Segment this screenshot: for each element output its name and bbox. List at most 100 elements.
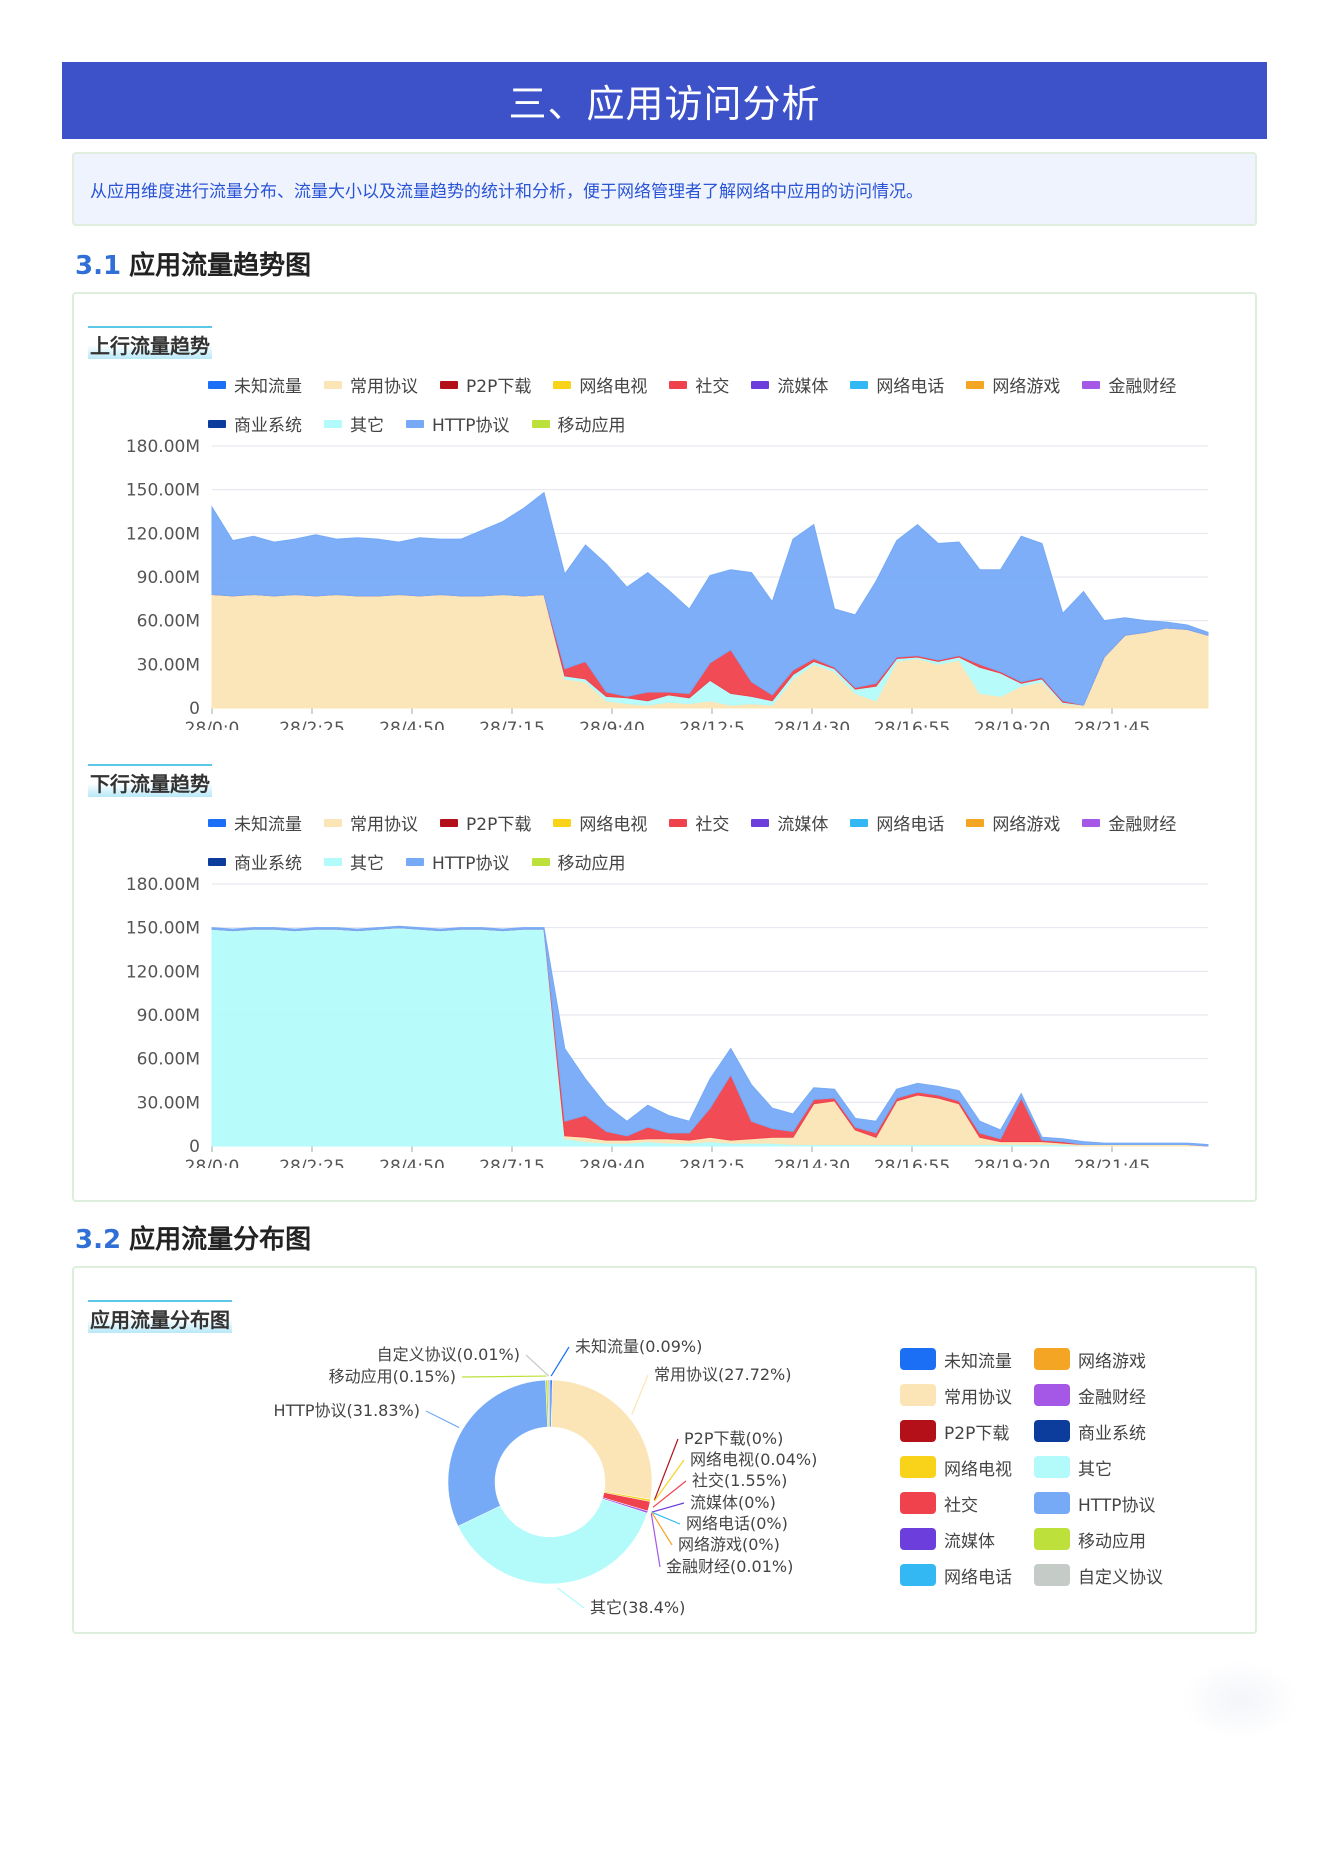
upstream-chart: 180.00M 150.00M 120.00M 90.00M 60.00M 30.00M 0… (126, 437, 1209, 730)
upstream-legend-item[interactable]: 金融财经 (1082, 372, 1176, 397)
legend-swatch (669, 818, 688, 827)
upstream-legend-item[interactable]: 其它 (324, 411, 384, 436)
legend-label: 商业系统 (234, 416, 302, 436)
downstream-legend-item[interactable]: 移动应用 (531, 849, 626, 874)
upstream-legend-item[interactable]: 移动应用 (531, 411, 626, 436)
legend-swatch (850, 818, 869, 827)
pie-legend-item[interactable]: 常用协议 (900, 1383, 1034, 1408)
intro-box: 从应用维度进行流量分布、流量大小以及流量趋势的统计和分析，便于网络管理者了解网络… (72, 152, 1257, 226)
downstream-legend-item[interactable]: 网络电话 (850, 810, 944, 835)
x-tick-label: 28/0:0 (185, 719, 240, 730)
legend-swatch (1034, 1384, 1070, 1406)
downstream-legend-item[interactable]: 常用协议 (324, 810, 418, 835)
legend-swatch (966, 380, 985, 389)
legend-swatch (900, 1564, 936, 1586)
y-tick-label: 30.00M (137, 1093, 200, 1113)
pie-legend-item[interactable]: P2P下载 (900, 1419, 1034, 1444)
legend-swatch (669, 380, 688, 389)
upstream-legend-item[interactable]: 未知流量 (208, 372, 302, 397)
pie-slice-httpe58d8fe8aeae[interactable] (447, 1379, 548, 1527)
pie-leader-line (653, 1438, 679, 1501)
pie-legend-item[interactable]: 移动应用 (1034, 1527, 1164, 1552)
legend-label: 常用协议 (350, 815, 418, 835)
upstream-legend-item[interactable]: 流媒体 (751, 372, 828, 397)
downstream-legend-item[interactable]: HTTP协议 (406, 849, 510, 874)
section-label: 应用流量分布图 (129, 1225, 312, 1255)
downstream-legend-item[interactable]: 流媒体 (751, 810, 828, 835)
legend-label: 流媒体 (944, 1531, 995, 1552)
legend-label: 金融财经 (1108, 815, 1177, 835)
x-tick-label: 28/14:30 (774, 719, 850, 730)
pie-legend-item[interactable]: 社交 (900, 1491, 1034, 1516)
upstream-legend-item[interactable]: 社交 (669, 372, 729, 397)
pie-legend-item[interactable]: HTTP协议 (1034, 1491, 1164, 1516)
legend-swatch (900, 1492, 936, 1514)
x-tick-label: 28/14:30 (774, 1157, 850, 1168)
pie-legend-item[interactable]: 金融财经 (1034, 1383, 1164, 1408)
downstream-legend-item[interactable]: 网络游戏 (966, 810, 1060, 835)
pie-slice-label: 移动应用(0.15%) (329, 1367, 456, 1386)
upstream-legend-item[interactable]: P2P下载 (440, 372, 531, 397)
pie-legend-item[interactable]: 商业系统 (1034, 1419, 1164, 1444)
upstream-legend-item[interactable]: 商业系统 (208, 411, 302, 436)
legend-label: 移动应用 (557, 416, 626, 436)
legend-swatch (324, 818, 342, 827)
x-tick-label: 28/16:55 (874, 1157, 950, 1168)
upstream-series-httpe58d8fe8aeae[interactable] (211, 491, 1209, 706)
pie-leader-line (652, 1480, 687, 1508)
pie-slice-e585b6e5ae83[interactable] (457, 1498, 648, 1585)
y-tick-label: 60.00M (137, 612, 200, 632)
y-tick-label: 0 (189, 699, 200, 719)
pie-legend-item[interactable]: 网络电视 (900, 1455, 1034, 1480)
upstream-legend-item[interactable]: 网络电视 (553, 372, 647, 397)
legend-swatch (324, 380, 342, 389)
y-tick-label: 90.00M (137, 1006, 200, 1026)
pie-slice-e5b8b8e794a8e58d8fe8aeae[interactable] (550, 1379, 653, 1500)
legend-label: 网络电视 (579, 377, 648, 397)
y-tick-label: 150.00M (126, 481, 200, 501)
section-number: 3.2 (75, 1225, 122, 1255)
downstream-legend-item[interactable]: 其它 (324, 849, 384, 874)
legend-swatch (1034, 1528, 1070, 1550)
x-tick-label: 28/4:50 (379, 719, 445, 730)
pie-slice-label: 社交(1.55%) (692, 1471, 787, 1490)
pie-leader-line (631, 1374, 649, 1415)
legend-swatch (440, 818, 458, 827)
downstream-legend-item[interactable]: 网络电视 (553, 810, 647, 835)
intro-text: 从应用维度进行流量分布、流量大小以及流量趋势的统计和分析，便于网络管理者了解网络… (90, 181, 923, 202)
legend-label: 社交 (695, 377, 730, 397)
pie-legend-item[interactable]: 流媒体 (900, 1527, 1034, 1552)
upstream-legend-item[interactable]: 常用协议 (324, 372, 418, 397)
upstream-legend-item[interactable]: HTTP协议 (406, 411, 510, 436)
pie-legend-item[interactable]: 未知流量 (900, 1347, 1034, 1372)
downstream-legend-item[interactable]: P2P下载 (440, 810, 531, 835)
legend-swatch (208, 818, 226, 827)
pie-legend-item[interactable]: 其它 (1034, 1455, 1164, 1480)
pie-slice-e887aae5ae9ae4b989e58d8fe8aeae[interactable] (547, 1379, 551, 1428)
legend-label: 常用协议 (944, 1387, 1012, 1408)
pie-leader-line (556, 1587, 585, 1609)
x-tick-label: 28/16:55 (874, 719, 950, 730)
downstream-series-httpe58d8fe8aeae[interactable] (211, 925, 1209, 1147)
pie-legend-item[interactable]: 网络电话 (900, 1563, 1034, 1588)
upstream-legend-item[interactable]: 网络电话 (850, 372, 944, 397)
upstream-chart-title: 上行流量趋势 (88, 326, 212, 359)
pie-legend-item[interactable]: 网络游戏 (1034, 1347, 1164, 1372)
pie-legend-item[interactable]: 自定义协议 (1034, 1563, 1164, 1588)
y-tick-label: 90.00M (137, 568, 200, 588)
y-tick-label: 180.00M (126, 437, 200, 457)
x-tick-label: 28/7:15 (479, 719, 545, 730)
downstream-legend-item[interactable]: 金融财经 (1082, 810, 1176, 835)
downstream-legend-item[interactable]: 未知流量 (208, 810, 302, 835)
legend-label: 网络游戏 (992, 815, 1061, 835)
legend-label: 网络电话 (876, 815, 945, 835)
upstream-legend-item[interactable]: 网络游戏 (966, 372, 1060, 397)
pie-leader-line (651, 1511, 673, 1546)
x-tick-label: 28/0:0 (185, 1157, 240, 1168)
downstream-legend-item[interactable]: 商业系统 (208, 849, 302, 874)
downstream-legend-item[interactable]: 社交 (669, 810, 729, 835)
decorative-fade (1180, 1660, 1300, 1740)
x-tick-label: 28/2:25 (279, 719, 345, 730)
pie-slice-label: 常用协议(27.72%) (654, 1365, 792, 1384)
legend-label: 网络电话 (876, 377, 945, 397)
